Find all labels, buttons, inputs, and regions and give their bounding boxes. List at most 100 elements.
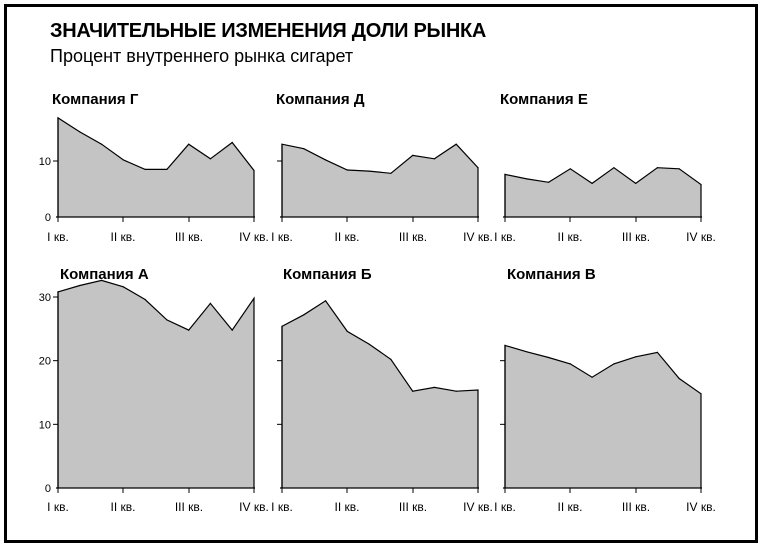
- chart-panel-2: Компания Д I кв. II кв. III кв. IV кв.: [271, 91, 493, 244]
- x-tick-label: I кв.: [47, 500, 69, 514]
- series-area: [505, 167, 701, 217]
- x-tick-label: I кв.: [271, 230, 293, 244]
- data-point: [368, 343, 370, 345]
- x-tick-label: IV кв.: [239, 230, 269, 244]
- data-point: [591, 182, 593, 184]
- chart-title: Компания Д: [276, 91, 365, 108]
- series-area: [282, 144, 478, 217]
- chart-title: Компания Б: [283, 266, 372, 283]
- x-tick-label: I кв.: [271, 500, 293, 514]
- x-tick-label: II кв.: [558, 500, 583, 514]
- data-point: [613, 363, 615, 365]
- series-area: [505, 345, 701, 488]
- series-area: [282, 300, 478, 488]
- series-line: [57, 116, 255, 217]
- data-point: [477, 389, 479, 391]
- data-point: [569, 168, 571, 170]
- chart-title: Компания А: [60, 266, 149, 283]
- y-tick-label: 0: [45, 483, 51, 495]
- x-tick-label: I кв.: [494, 230, 516, 244]
- x-tick-label: II кв.: [335, 500, 360, 514]
- data-point: [79, 284, 81, 287]
- data-point: [253, 169, 255, 172]
- page-title: ЗНАЧИТЕЛЬНЫЕ ИЗМЕНЕНИЯ ДОЛИ РЫНКА: [50, 20, 487, 42]
- chart-panel-5: Компания Б I кв. II кв. III кв. IV кв.: [271, 266, 493, 514]
- data-point: [591, 376, 593, 378]
- x-tick-label: II кв.: [111, 230, 136, 244]
- data-point: [526, 351, 528, 353]
- chart-panel-3: Компания Е I кв. II кв. III кв. IV кв.: [494, 91, 716, 244]
- data-point: [122, 159, 124, 161]
- chart-title: Компания Е: [500, 91, 588, 108]
- data-point: [144, 298, 146, 301]
- data-point: [188, 329, 190, 331]
- series-line: [57, 279, 255, 488]
- data-point: [635, 356, 637, 358]
- data-point: [79, 131, 81, 133]
- y-tick-label: 30: [39, 292, 51, 304]
- data-point: [477, 167, 479, 169]
- data-point: [635, 182, 637, 184]
- x-tick-label: IV кв.: [686, 230, 716, 244]
- series-line: [281, 299, 479, 488]
- data-point: [144, 168, 146, 170]
- y-tick-label: 0: [45, 212, 51, 224]
- data-point: [325, 159, 327, 161]
- data-point: [346, 330, 348, 332]
- data-point: [188, 143, 190, 145]
- data-point: [433, 386, 435, 388]
- chart-title: Компания Г: [52, 91, 139, 108]
- x-tick-label: III кв.: [399, 230, 427, 244]
- data-point: [231, 329, 233, 331]
- x-tick-label: IV кв.: [686, 500, 716, 514]
- data-point: [412, 390, 414, 392]
- chart-panel-4: Компания А 0 10 20 30 I кв. II кв. III кв. IV кв…: [39, 266, 269, 514]
- data-point: [412, 154, 414, 156]
- data-point: [253, 297, 255, 299]
- data-point: [303, 148, 305, 150]
- series-area: [58, 117, 254, 217]
- chart-panel-6: Компания В I кв. II кв. III кв. IV кв.: [494, 266, 716, 514]
- series-line: [504, 344, 702, 488]
- data-point: [613, 167, 615, 169]
- x-tick-label: II кв.: [558, 230, 583, 244]
- x-tick-label: IV кв.: [463, 230, 493, 244]
- data-point: [101, 143, 103, 145]
- data-point: [678, 377, 680, 380]
- data-point: [166, 319, 168, 321]
- data-point: [209, 302, 211, 304]
- data-point: [101, 279, 103, 281]
- series-area: [58, 280, 254, 488]
- data-point: [390, 358, 392, 360]
- data-point: [122, 286, 124, 288]
- y-tick-label: 10: [39, 419, 51, 431]
- data-point: [231, 141, 233, 144]
- series-line: [504, 166, 702, 217]
- x-tick-label: III кв.: [399, 500, 427, 514]
- data-point: [346, 169, 348, 171]
- x-tick-label: IV кв.: [239, 500, 269, 514]
- x-tick-label: I кв.: [47, 230, 69, 244]
- page-subtitle: Процент внутреннего рынка сигарет: [50, 46, 354, 66]
- x-tick-label: I кв.: [494, 500, 516, 514]
- chart-title: Компания В: [507, 266, 596, 283]
- data-point: [455, 390, 457, 392]
- data-point: [433, 158, 435, 160]
- chart-panel-1: Компания Г 0 10 I кв. II кв. III кв. IV кв.: [39, 91, 269, 244]
- x-tick-label: II кв.: [111, 500, 136, 514]
- data-point: [700, 393, 702, 395]
- series-line: [281, 143, 479, 217]
- x-tick-label: III кв.: [622, 500, 650, 514]
- data-point: [303, 314, 305, 316]
- data-point: [656, 167, 659, 169]
- data-point: [548, 181, 550, 183]
- data-point: [368, 170, 370, 172]
- data-point: [209, 158, 211, 160]
- data-point: [656, 351, 659, 353]
- data-point: [166, 168, 168, 170]
- data-point: [569, 363, 571, 365]
- x-tick-label: III кв.: [175, 500, 203, 514]
- y-tick-label: 20: [39, 356, 51, 368]
- data-point: [678, 168, 680, 170]
